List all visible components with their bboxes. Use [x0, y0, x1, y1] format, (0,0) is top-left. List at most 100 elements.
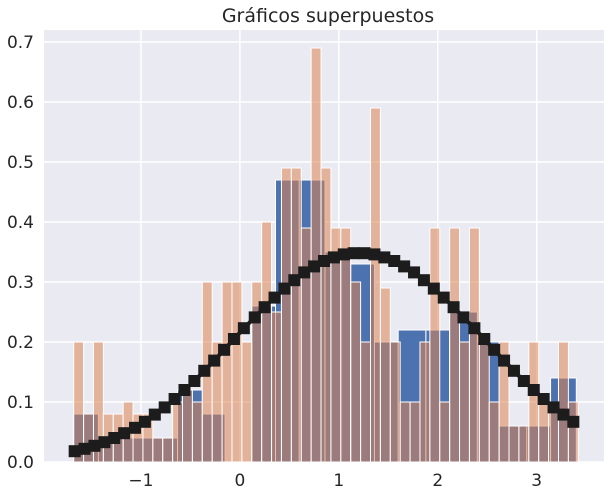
line-marker-1 — [78, 442, 91, 455]
line-marker-29 — [358, 247, 371, 260]
line-series — [68, 247, 580, 458]
bar-s2-17 — [241, 341, 253, 463]
line-marker-21 — [278, 282, 291, 295]
bar-s2-19 — [261, 221, 273, 463]
bar-s2-34 — [409, 401, 421, 463]
bar-s2-44 — [508, 425, 520, 463]
bar-s2-43 — [498, 341, 510, 463]
line-marker-10 — [168, 393, 181, 405]
bar-s2-37 — [439, 401, 451, 463]
line-marker-14 — [208, 354, 221, 367]
line-marker-17 — [237, 322, 250, 335]
bar-s2-41 — [478, 341, 490, 463]
line-marker-31 — [378, 251, 391, 264]
bar-s2-45 — [518, 425, 530, 463]
y-tick-label: 0.3 — [7, 273, 34, 293]
x-tick-label: 2 — [432, 471, 443, 491]
bar-s2-33 — [399, 401, 411, 463]
line-marker-18 — [248, 311, 261, 324]
line-marker-46 — [527, 384, 540, 396]
line-marker-47 — [537, 393, 550, 405]
line-marker-26 — [327, 251, 340, 264]
line-marker-23 — [298, 266, 311, 279]
bar-s2-28 — [350, 281, 362, 463]
bar-s2-29 — [360, 341, 372, 463]
line-marker-38 — [447, 301, 460, 314]
bar-s2-47 — [538, 401, 550, 463]
bar-s2-20 — [271, 311, 282, 463]
line-marker-28 — [347, 247, 360, 260]
line-marker-27 — [337, 248, 350, 261]
bar-s2-11 — [182, 389, 193, 463]
y-tick-label: 0.5 — [7, 153, 34, 173]
bar-s2-40 — [468, 227, 480, 463]
line-marker-24 — [308, 260, 321, 273]
y-tick-label: 0.2 — [7, 333, 34, 353]
bar-s2-12 — [191, 401, 203, 463]
bar-s2-50 — [567, 401, 579, 463]
bar-s2-8 — [152, 437, 164, 463]
line-marker-39 — [457, 311, 470, 324]
y-tick-label: 0.7 — [7, 33, 34, 53]
bar-s2-9 — [162, 437, 174, 463]
bar-s2-46 — [528, 341, 540, 463]
line-marker-13 — [198, 364, 211, 377]
line-marker-33 — [398, 260, 411, 273]
line-marker-15 — [218, 343, 231, 356]
bar-s2-38 — [449, 227, 461, 463]
line-marker-41 — [478, 333, 491, 345]
line-marker-22 — [288, 274, 301, 287]
line-marker-32 — [388, 255, 401, 267]
x-tick-label: −1 — [128, 471, 153, 491]
line-marker-12 — [188, 375, 201, 387]
line-marker-9 — [158, 401, 171, 414]
line-marker-49 — [557, 408, 570, 421]
histogram-series-2 — [73, 47, 579, 463]
line-marker-0 — [68, 445, 81, 458]
line-marker-30 — [368, 248, 381, 261]
bar-s2-10 — [172, 401, 184, 463]
line-marker-7 — [138, 415, 151, 428]
bar-s2-25 — [320, 167, 332, 463]
y-axis-ticks: 0.0 0.1 0.2 0.3 0.4 0.5 0.6 0.7 — [7, 33, 34, 473]
line-marker-48 — [547, 401, 560, 414]
bar-s2-39 — [459, 341, 470, 463]
line-marker-11 — [178, 384, 191, 396]
y-tick-label: 0.0 — [7, 453, 34, 473]
bar-s2-16 — [231, 281, 243, 463]
line-marker-3 — [98, 436, 111, 449]
x-tick-label: 0 — [234, 471, 245, 491]
line-marker-40 — [468, 322, 481, 335]
bar-s2-49 — [557, 341, 569, 463]
line-marker-42 — [488, 343, 501, 356]
line-marker-20 — [268, 291, 281, 304]
line-marker-19 — [258, 301, 271, 314]
line-marker-16 — [227, 333, 240, 345]
chart-title: Gráficos superpuestos — [222, 5, 434, 27]
line-marker-6 — [129, 421, 142, 434]
y-tick-label: 0.6 — [7, 93, 34, 113]
bar-s2-31 — [379, 287, 391, 463]
bar-s2-36 — [429, 227, 441, 463]
bar-s2-21 — [280, 167, 292, 463]
line-marker-35 — [417, 274, 430, 287]
line-marker-4 — [108, 432, 121, 444]
x-tick-label: 3 — [531, 471, 542, 491]
line-marker-44 — [507, 364, 520, 377]
x-axis-ticks: −1 0 1 2 3 — [128, 471, 542, 491]
line-marker-25 — [318, 255, 330, 267]
line-marker-45 — [517, 375, 530, 387]
bar-s2-2 — [92, 341, 104, 463]
bar-s2-0 — [73, 341, 85, 463]
x-tick-label: 1 — [333, 471, 344, 491]
bar-s2-35 — [419, 341, 431, 463]
line-marker-43 — [498, 354, 511, 367]
line-marker-36 — [427, 282, 440, 295]
line-marker-8 — [148, 408, 161, 421]
bar-s2-32 — [389, 341, 401, 463]
line-marker-50 — [567, 415, 580, 428]
bar-s2-30 — [370, 107, 381, 463]
y-tick-label: 0.1 — [7, 393, 34, 413]
bar-s2-27 — [340, 227, 352, 463]
